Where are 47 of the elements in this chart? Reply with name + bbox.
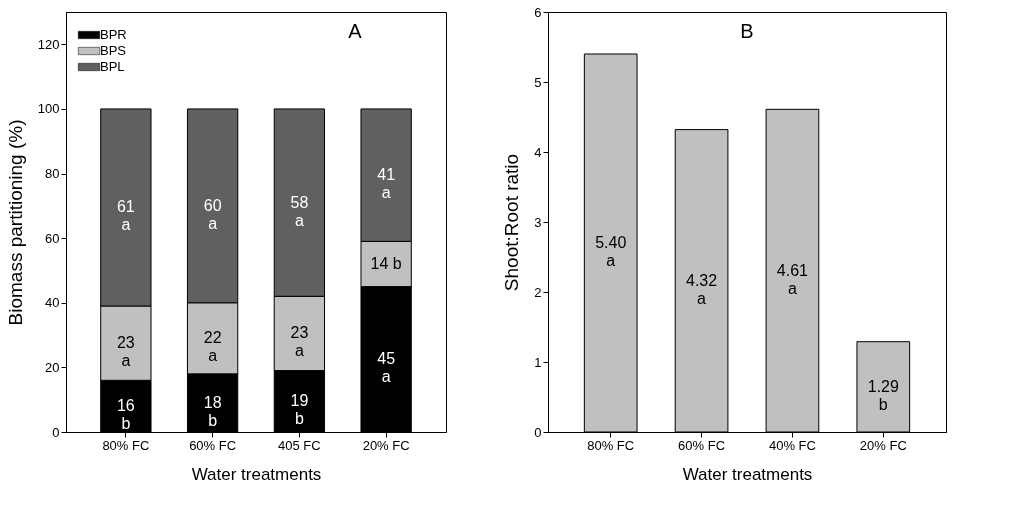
- y-tick-label: 120: [37, 36, 60, 52]
- y-tick-label: 3: [534, 214, 542, 230]
- x-tick-label: 405 FC: [278, 437, 321, 453]
- x-axis-title: Water treatments: [191, 464, 322, 484]
- data-label: 14 b: [370, 255, 402, 272]
- x-tick-label: 80% FC: [587, 437, 635, 453]
- data-label: 58 a: [290, 193, 309, 229]
- y-tick-label: 100: [37, 101, 60, 117]
- x-tick-label: 20% FC: [362, 437, 410, 453]
- y-tick-label: 0: [52, 424, 60, 440]
- x-tick-label: 20% FC: [859, 437, 907, 453]
- y-tick-label: 5: [534, 74, 542, 90]
- chart-title: A: [348, 20, 363, 42]
- legend-label: BPL: [100, 59, 125, 74]
- y-axis-title: Shoot:Root ratio: [501, 153, 523, 292]
- x-tick-label: 80% FC: [102, 437, 150, 453]
- x-tick-label: 60% FC: [678, 437, 726, 453]
- x-axis-title: Water treatments: [682, 464, 813, 484]
- data-label: 61 a: [116, 198, 135, 234]
- data-label: 23 a: [116, 334, 135, 370]
- y-tick-label: 40: [45, 295, 60, 311]
- chart-title: B: [740, 20, 754, 42]
- y-tick-label: 80: [45, 166, 60, 182]
- data-label: 16 b: [116, 397, 135, 433]
- x-tick-label: 60% FC: [189, 437, 237, 453]
- data-label: 45 a: [377, 350, 396, 386]
- legend-label: BPR: [100, 27, 127, 42]
- data-label: 4.61 a: [776, 261, 809, 297]
- data-label: 1.29 b: [867, 377, 899, 413]
- y-tick-label: 2: [534, 284, 542, 300]
- y-tick-label: 60: [45, 230, 60, 246]
- y-tick-label: 6: [534, 4, 542, 20]
- y-tick-label: 20: [45, 359, 60, 375]
- data-label: 18 b: [203, 393, 222, 429]
- y-tick-label: 0: [534, 424, 542, 440]
- data-label: 5.40 a: [595, 234, 627, 269]
- y-axis-title: Biomass partitioning (%): [4, 119, 26, 326]
- data-label: 19 b: [290, 392, 309, 428]
- data-label: 22 a: [203, 329, 222, 365]
- x-tick-label: 40% FC: [768, 437, 816, 453]
- data-label: 41 a: [377, 166, 396, 202]
- data-label: 60 a: [203, 196, 222, 232]
- data-label: 23 a: [290, 324, 309, 360]
- y-tick-label: 4: [534, 144, 542, 160]
- legend-label: BPS: [100, 43, 127, 58]
- y-tick-label: 1: [534, 354, 542, 370]
- data-label: 4.32 a: [686, 271, 718, 307]
